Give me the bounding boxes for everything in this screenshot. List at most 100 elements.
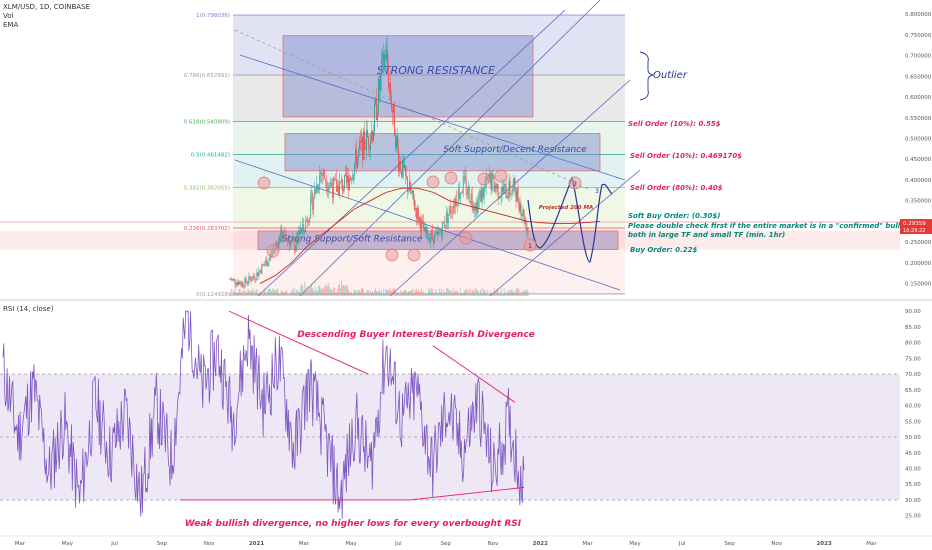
volume-bar [458,293,460,296]
volume-bar [315,286,317,296]
rsi-tick-label: 55.00 [905,419,921,425]
candle-body [465,179,467,195]
candle-body [443,222,445,227]
volume-bar [508,289,510,296]
volume-bar [322,288,324,296]
candle-body [510,194,512,195]
candle-body [514,178,516,192]
candle-body [391,96,392,110]
candle-body [354,163,355,175]
candle-body [400,160,401,172]
volume-bar [259,291,261,296]
candle-body [345,173,347,175]
volume-bar [335,292,337,296]
volume-bar [460,293,462,296]
volume-bar [514,293,516,296]
volume-bar [352,293,353,296]
candle-body [482,188,484,198]
rsi-label[interactable]: RSI (14, close) [3,305,54,313]
candle-body [388,67,389,89]
x-tick-label: 2021 [249,541,264,547]
x-tick-label: Sep [157,541,168,547]
candle-body [317,185,319,191]
volume-bar [367,289,368,296]
volume-bar [304,281,306,296]
candle-body [303,224,305,234]
volume-bar [358,289,359,296]
volume-bar [230,288,232,296]
x-tick-label: Jul [678,541,686,547]
volume-bar [246,293,248,296]
volume-bar [513,291,515,296]
volume-bar [480,289,482,296]
volume-bar [446,288,448,296]
price-badge [900,219,932,235]
volume-bar [474,288,476,296]
volume-bar [413,289,415,296]
buy-order-label: Buy Order: 0.22$ [630,246,697,254]
swing-circle [257,176,271,190]
candle-body [412,190,414,201]
volume-bar [231,289,233,296]
candle-body [419,217,421,231]
volume-bar [337,288,339,296]
volume-bar [258,293,260,296]
x-tick-label: Mar [866,541,877,547]
volume-bar [278,292,280,296]
volume-bar [300,285,302,296]
volume-bar [452,288,454,296]
candle-body [261,264,263,274]
x-tick-label: Mar [15,541,26,547]
volume-bar [424,292,426,296]
volume-bar [398,292,399,296]
candle-body [524,220,526,223]
volume-bar [245,291,247,296]
fib-level-label: 0.786(0.652991) [184,73,230,79]
volume-bar [377,291,378,296]
candle-body [284,230,286,232]
volume-bar [483,290,485,296]
volume-bar [275,289,277,296]
candle-body [422,221,424,231]
volume-bar [491,293,493,296]
volume-bar [301,284,303,296]
volume-bar [494,292,496,296]
volume-bar [324,285,326,296]
strong-support-zone-label: Strong Support/Soft Resistance [281,234,422,244]
candle-body [520,204,522,216]
volume-bar [505,293,507,296]
candle-body [335,179,337,181]
bullish-divergence-label: Weak bullish divergence, no higher lows … [185,519,522,529]
volume-bar [366,291,367,296]
candle-body [334,178,336,181]
candle-body [314,188,316,199]
volume-bar [331,288,333,296]
candle-body [467,186,469,195]
candle-body [309,217,311,223]
volume-bar [441,293,443,296]
volume-bar [455,291,457,296]
candle-body [427,237,429,240]
candle-body [390,83,391,97]
volume-bar [447,288,449,296]
candle-body [406,175,407,178]
swing-circle [444,171,458,185]
candle-body [501,187,503,197]
ema-label[interactable]: EMA [3,21,19,29]
rsi-tick-label: 70.00 [905,372,921,378]
vol-label[interactable]: Vol [3,12,14,20]
volume-bar [405,289,406,296]
volume-bar [295,293,297,296]
volume-bar [445,288,447,296]
candle-body [445,212,447,226]
symbol-title: XLM/USD, 1D, COINBASE [3,3,90,11]
rsi-tick-label: 25.00 [905,514,921,520]
candle-body [522,209,524,215]
candle-body [518,201,520,212]
marker-label: 1 [528,243,532,250]
candle-body [455,198,457,206]
volume-bar [273,289,275,296]
volume-bar [235,292,237,296]
candle-body [267,263,269,267]
